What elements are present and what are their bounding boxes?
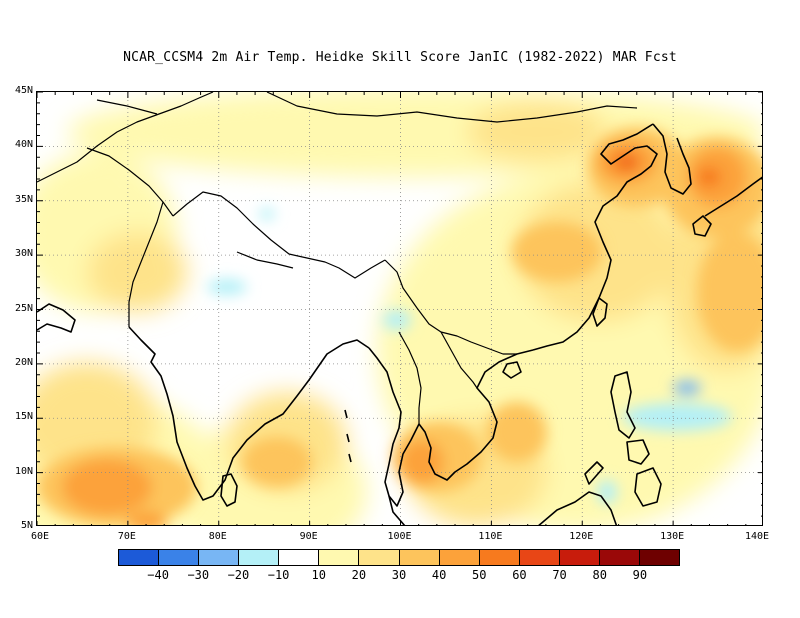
legend-swatch bbox=[640, 550, 680, 565]
border-pakistan-india bbox=[128, 201, 164, 327]
legend-label: 40 bbox=[431, 568, 447, 582]
legend-swatch bbox=[119, 550, 160, 565]
legend-label: 20 bbox=[351, 568, 367, 582]
lon-tick-label: 130E bbox=[660, 531, 685, 542]
coastline-kyushu bbox=[692, 215, 712, 237]
coastline-myanmar bbox=[368, 347, 420, 507]
coastline-palawan bbox=[584, 461, 604, 485]
coastline-china bbox=[532, 123, 658, 351]
legend-swatch bbox=[479, 550, 520, 565]
color-legend-bar bbox=[118, 549, 680, 566]
border-nepal bbox=[236, 251, 294, 269]
legend-label: 80 bbox=[592, 568, 607, 582]
legend-swatch bbox=[599, 550, 641, 565]
legend-swatch bbox=[159, 550, 200, 565]
coastline-india bbox=[128, 326, 370, 501]
border-myanmar-thailand bbox=[398, 331, 422, 424]
lat-tick-label: 45N bbox=[14, 85, 33, 96]
map-plot-area bbox=[36, 91, 763, 526]
coastline-korea bbox=[652, 123, 692, 195]
fill-patch bbox=[597, 480, 617, 504]
legend-swatch bbox=[359, 550, 400, 565]
legend-swatch bbox=[239, 550, 280, 565]
fill-patch bbox=[622, 403, 732, 431]
fill-patch bbox=[623, 157, 635, 167]
border-iran-pakistan bbox=[37, 92, 214, 183]
fill-patch bbox=[383, 310, 411, 330]
lat-lon-grid bbox=[37, 92, 762, 525]
coastline-hainan bbox=[502, 361, 522, 379]
lat-tick-label: 25N bbox=[14, 302, 33, 314]
legend-swatch bbox=[439, 550, 480, 565]
legend-label: 50 bbox=[472, 568, 487, 582]
legend-label: 10 bbox=[311, 568, 326, 582]
fill-patch bbox=[697, 167, 721, 187]
border-laos-vietnam bbox=[440, 331, 478, 389]
legend-swatch bbox=[399, 550, 440, 565]
lon-tick-label: 70E bbox=[117, 531, 136, 542]
lat-tick-label: 15N bbox=[14, 411, 33, 423]
fill-patch bbox=[242, 437, 312, 487]
country-borders bbox=[37, 92, 638, 424]
coastline-malay bbox=[388, 495, 406, 525]
legend-label: 60 bbox=[512, 568, 527, 582]
coastline-andaman bbox=[344, 409, 352, 463]
lat-tick-label: 5N bbox=[20, 520, 33, 531]
legend-label: −30 bbox=[187, 568, 210, 582]
legend-label: −10 bbox=[267, 568, 290, 582]
fill-patch bbox=[467, 102, 607, 162]
axis-ticks bbox=[37, 92, 762, 525]
coastline-mindanao bbox=[634, 467, 662, 507]
fill-patch bbox=[127, 512, 167, 525]
legend-swatch bbox=[199, 550, 240, 565]
skill-score-fill-layer bbox=[37, 92, 762, 525]
lon-tick-label: 80E bbox=[208, 531, 227, 542]
coastline-luzon bbox=[610, 371, 636, 439]
lon-tick-label: 90E bbox=[299, 531, 318, 542]
legend-swatch bbox=[559, 550, 600, 565]
fill-patch bbox=[512, 222, 602, 282]
border-afghanistan bbox=[86, 147, 174, 217]
border-india-china bbox=[172, 191, 386, 279]
border-china-mongolia bbox=[266, 92, 638, 123]
fill-patch bbox=[697, 232, 762, 352]
coastline-sri-lanka bbox=[220, 473, 238, 507]
legend-label: 30 bbox=[391, 568, 407, 582]
lat-tick-label: 40N bbox=[14, 139, 33, 151]
coastline-japan bbox=[704, 176, 762, 217]
coastline-borneo bbox=[538, 491, 618, 525]
coastline-visayas bbox=[626, 439, 650, 465]
fill-patch bbox=[62, 459, 152, 515]
legend-label: −40 bbox=[147, 568, 169, 582]
lon-tick-label: 120E bbox=[569, 531, 594, 542]
lat-tick-label: 20N bbox=[14, 356, 33, 368]
map-canvas bbox=[37, 92, 762, 525]
legend-label: 70 bbox=[552, 568, 567, 582]
chart-title: NCAR_CCSM4 2m Air Temp. Heidke Skill Sco… bbox=[123, 50, 677, 65]
legend-swatch bbox=[519, 550, 560, 565]
lon-tick-label: 100E bbox=[387, 531, 412, 542]
legend-swatch bbox=[279, 550, 320, 565]
legend-swatch bbox=[319, 550, 360, 565]
legend-label: −20 bbox=[227, 568, 250, 582]
fill-patch bbox=[487, 402, 547, 462]
lat-tick-label: 30N bbox=[14, 248, 33, 260]
lat-tick-label: 10N bbox=[14, 465, 33, 477]
lon-tick-label: 140E bbox=[744, 531, 770, 542]
lon-tick-label: 60E bbox=[30, 531, 50, 542]
fill-patch bbox=[207, 279, 247, 295]
lat-tick-label: 35N bbox=[14, 193, 33, 205]
border-kazakh bbox=[96, 99, 158, 115]
fill-patch bbox=[673, 381, 701, 395]
lon-tick-label: 110E bbox=[478, 531, 503, 542]
coastline-oman bbox=[37, 303, 76, 333]
legend-label: 90 bbox=[632, 568, 648, 582]
coastline-taiwan bbox=[592, 297, 608, 327]
fill-patch bbox=[259, 208, 275, 220]
coastline-thailand-gulf bbox=[418, 349, 534, 481]
